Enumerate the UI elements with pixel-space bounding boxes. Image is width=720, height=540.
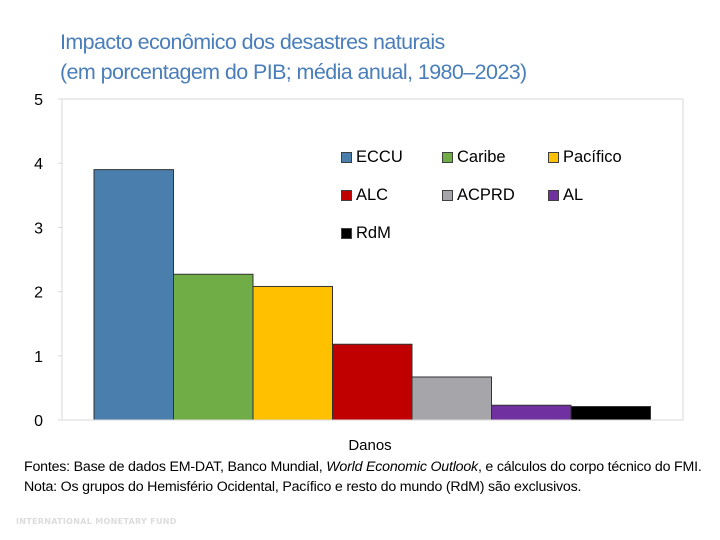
y-tick-label: 3	[34, 220, 43, 237]
bar-eccu	[93, 169, 174, 421]
legend-item-eccu: ECCU	[341, 148, 403, 167]
bar-acprd	[411, 376, 492, 421]
legend-label: RdM	[356, 224, 391, 242]
y-axis: 0 1 2 3 4 5	[34, 92, 62, 430]
sources-suffix: , e cálculos do corpo técnico do FMI.	[477, 459, 702, 475]
legend-label: ACPRD	[457, 186, 515, 204]
exclusivity-note: Nota: Os grupos do Hemisfério Ocidental,…	[24, 479, 582, 495]
legend-label: ALC	[356, 186, 389, 204]
legend-swatch	[548, 152, 559, 163]
legend-swatch	[548, 190, 559, 201]
y-tick-label: 1	[34, 349, 43, 366]
legend-label: ECCU	[356, 148, 403, 166]
legend-item-caribe: Caribe	[442, 148, 506, 167]
bar-rdm	[570, 406, 651, 421]
sources-prefix: Fontes: Base de dados EM-DAT, Banco Mund…	[24, 459, 327, 475]
chart-title-block: Impacto econômico dos desastres naturais…	[60, 27, 527, 87]
sources-note: Fontes: Base de dados EM-DAT, Banco Mund…	[24, 457, 714, 477]
legend-item-alc: ALC	[341, 186, 388, 205]
legend-label: Caribe	[457, 148, 506, 166]
legend-swatch	[341, 190, 352, 201]
x-axis-label: Danos	[348, 437, 392, 454]
bar-pac-fico	[252, 285, 333, 421]
y-tick-label: 2	[34, 285, 43, 302]
footnotes: Fontes: Base de dados EM-DAT, Banco Mund…	[24, 457, 714, 497]
legend-swatch	[341, 152, 352, 163]
legend-item-pac-fico: Pacífico	[548, 148, 622, 167]
sources-italic: World Economic Outlook	[326, 459, 478, 475]
chart-subtitle: (em porcentagem do PIB; média anual, 198…	[60, 60, 527, 84]
legend-label: Pacífico	[563, 148, 622, 166]
legend-swatch	[442, 152, 453, 163]
legend-item-rdm: RdM	[341, 224, 391, 243]
legend-item-al: AL	[548, 186, 583, 205]
bars	[93, 169, 651, 421]
bar-al	[491, 404, 572, 421]
chart-title: Impacto econômico dos desastres naturais	[60, 30, 445, 54]
bar-alc	[332, 343, 413, 421]
legend-swatch	[341, 228, 352, 239]
legend-swatch	[442, 190, 453, 201]
y-tick-label: 5	[34, 92, 43, 109]
legend-label: AL	[563, 186, 584, 204]
imf-watermark: INTERNATIONAL MONETARY FUND	[16, 517, 177, 526]
legend-item-acprd: ACPRD	[442, 186, 515, 205]
y-tick-label: 4	[34, 156, 43, 173]
bar-caribe	[173, 273, 254, 421]
y-tick-label: 0	[34, 413, 43, 430]
